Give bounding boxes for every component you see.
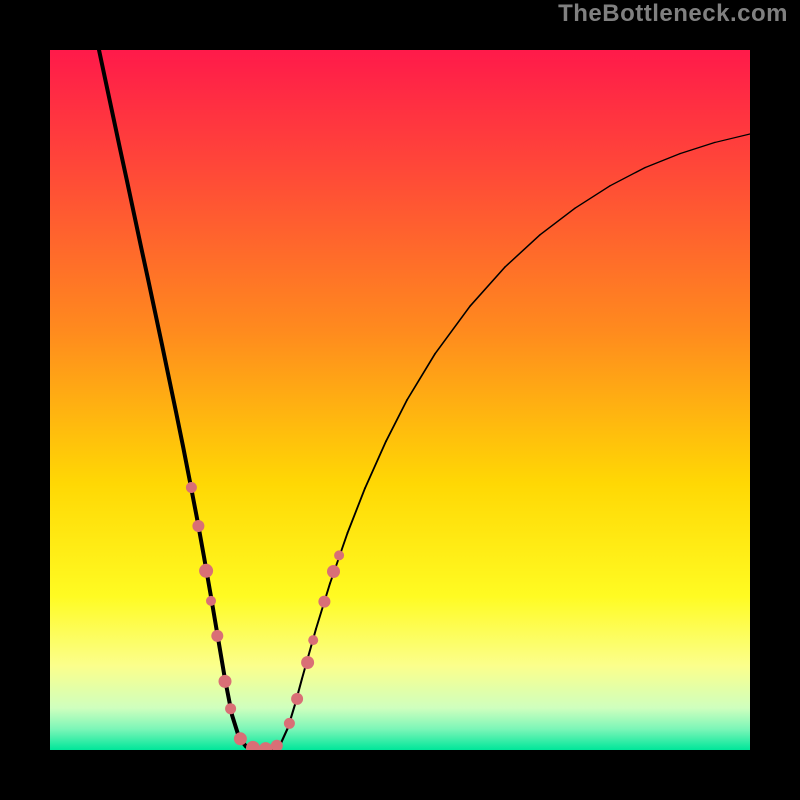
chart-container: TheBottleneck.com <box>0 0 800 800</box>
plot-svg <box>0 0 800 800</box>
watermark-text: TheBottleneck.com <box>558 0 788 28</box>
